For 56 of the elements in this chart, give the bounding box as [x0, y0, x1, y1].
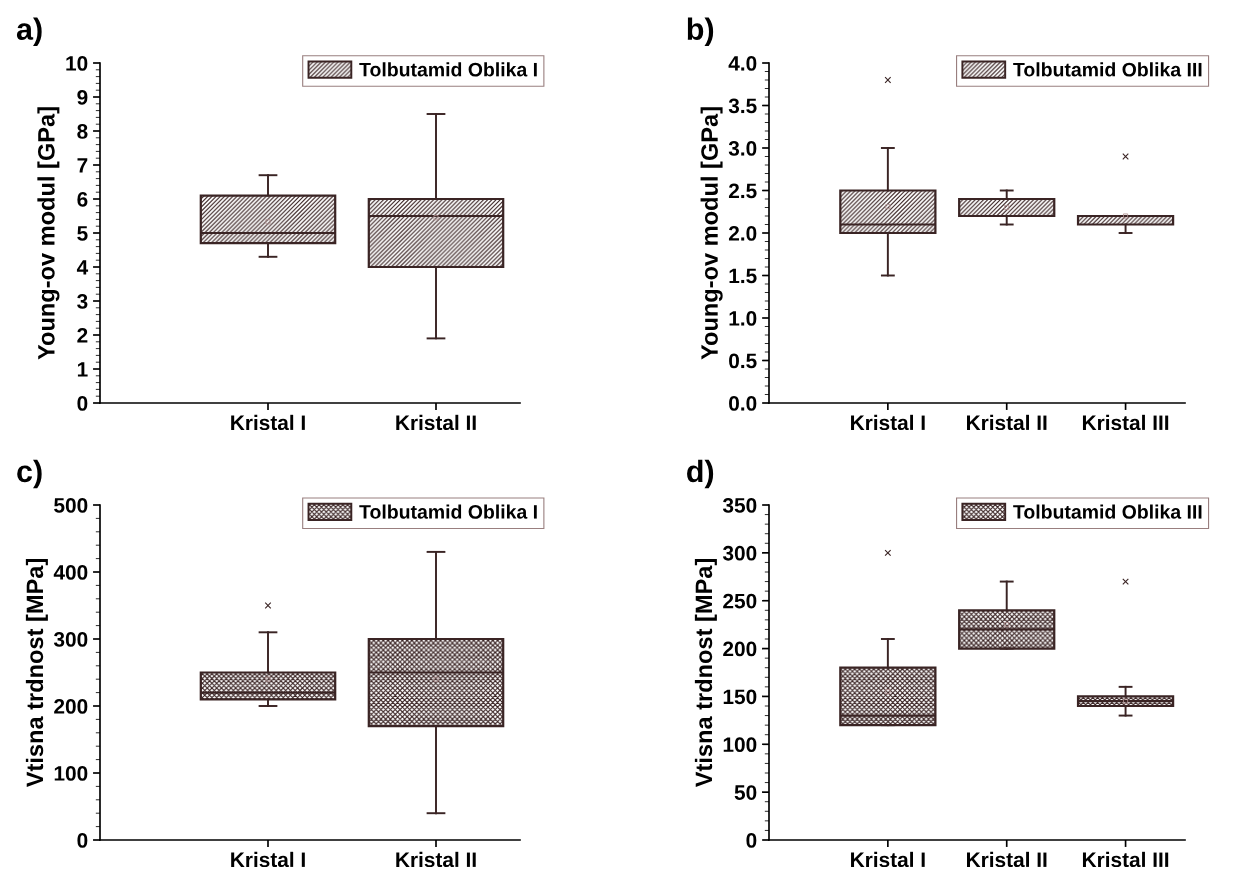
y-tick-label: 0.5 — [729, 353, 757, 369]
chart-title: d) — [687, 459, 714, 489]
y-tick-label: 200 — [54, 699, 88, 714]
x-tick-label: Kristal III — [1082, 414, 1169, 431]
y-tick-label: 0 — [746, 833, 757, 848]
y-axis-title: Vtisna trdnost [MPa] — [694, 559, 717, 788]
y-tick-label: 300 — [53, 632, 88, 647]
chart-title: c) — [17, 459, 42, 489]
y-tick-label: 2.5 — [728, 183, 757, 199]
y-tick-label: 8 — [77, 124, 88, 139]
chart-title: b) — [687, 17, 714, 46]
y-tick-label: 5 — [77, 226, 88, 241]
y-tick-label: 3.5 — [728, 98, 757, 114]
y-tick-label: 250 — [723, 593, 757, 609]
y-tick-label: 100 — [723, 737, 757, 753]
y-tick-label: 1 — [77, 362, 88, 377]
legend-label: Tolbutamid Oblika III — [1013, 504, 1202, 519]
y-tick-label: 4 — [76, 260, 89, 275]
y-tick-label: 7 — [77, 158, 88, 173]
y-tick-label: 50 — [734, 785, 757, 800]
legend-label: Tolbutamid Oblika I — [359, 504, 537, 519]
legend-label: Tolbutamid Oblika III — [1013, 62, 1202, 77]
x-tick-label: Kristal II — [967, 414, 1047, 431]
chart-title: a) — [16, 17, 42, 46]
legend-label: Tolbutamid Oblika I — [359, 62, 537, 77]
y-tick-label: 9 — [77, 90, 88, 105]
y-tick-label: 100 — [54, 766, 88, 781]
y-tick-label: 1.5 — [729, 268, 757, 284]
y-tick-label: 2.0 — [728, 226, 757, 241]
y-tick-label: 2 — [77, 328, 88, 343]
y-tick-label: 3 — [77, 294, 88, 309]
y-tick-label: 3.0 — [728, 141, 757, 156]
y-tick-label: 0 — [77, 833, 88, 848]
y-tick-label: 6 — [77, 192, 88, 207]
y-tick-label: 150 — [723, 689, 757, 705]
x-tick-label: Kristal III — [1082, 851, 1169, 868]
y-axis-title: Vtisna trdnost [MPa] — [25, 559, 48, 788]
y-tick-label: 4.0 — [728, 56, 757, 71]
y-tick-label: 0 — [77, 396, 88, 411]
y-tick-label: 200 — [723, 641, 757, 657]
y-tick-label: 0.0 — [729, 396, 757, 411]
x-tick-label: Kristal I — [231, 414, 305, 431]
y-tick-label: 1.0 — [729, 311, 757, 326]
y-axis-title: Young-ov modul [GPa] — [37, 107, 60, 360]
x-tick-label: Kristal II — [396, 851, 476, 868]
x-tick-label: Kristal I — [851, 851, 925, 868]
y-tick-label: 350 — [722, 498, 757, 513]
x-tick-label: Kristal I — [851, 414, 925, 431]
y-tick-label: 10 — [66, 56, 88, 71]
x-tick-label: Kristal I — [231, 851, 305, 868]
y-tick-label: 500 — [54, 498, 88, 513]
y-tick-label: 300 — [722, 545, 757, 561]
y-tick-label: 400 — [53, 565, 88, 580]
x-tick-label: Kristal II — [396, 414, 476, 431]
x-tick-label: Kristal II — [967, 851, 1047, 868]
y-axis-title: Young-ov modul [GPa] — [700, 107, 723, 360]
